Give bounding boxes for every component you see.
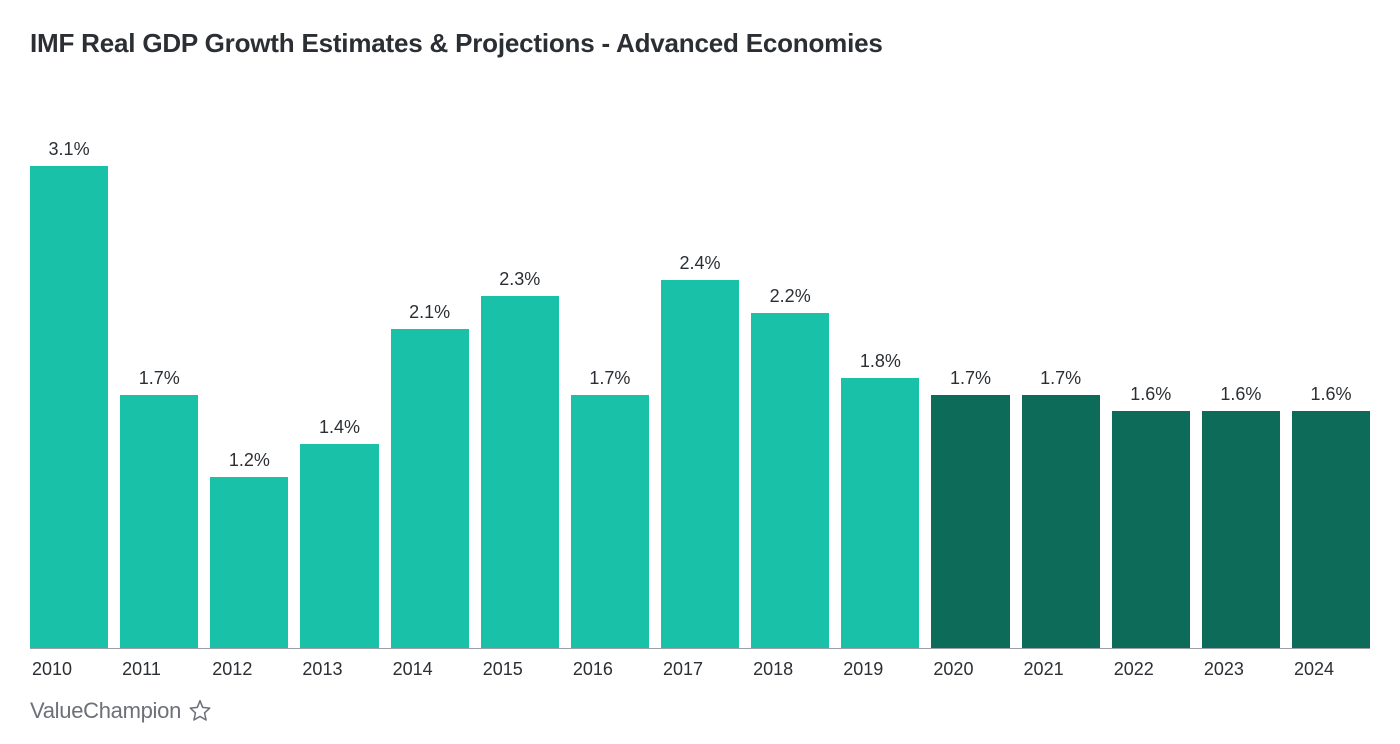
- bar: [661, 280, 739, 648]
- x-tick-label: 2019: [841, 659, 919, 680]
- bar-slot: 2.2%: [751, 139, 829, 648]
- x-tick-label: 2024: [1292, 659, 1370, 680]
- bar-slot: 2.3%: [481, 139, 559, 648]
- x-tick-label: 2018: [751, 659, 829, 680]
- bar-slot: 2.1%: [391, 139, 469, 648]
- x-tick-label: 2013: [300, 659, 378, 680]
- bar: [841, 378, 919, 648]
- bar-value-label: 3.1%: [49, 139, 90, 160]
- x-axis: 2010 2011 2012 2013 2014 2015 2016 2017 2018 2019…: [30, 659, 1370, 680]
- bar-value-label: 1.7%: [950, 368, 991, 389]
- x-tick-label: 2012: [210, 659, 288, 680]
- bar: [120, 395, 198, 648]
- brand-text: ValueChampion: [30, 698, 181, 724]
- bar-slot: 2.4%: [661, 139, 739, 648]
- bar-value-label: 1.7%: [589, 368, 630, 389]
- bar-value-label: 1.4%: [319, 417, 360, 438]
- bar-slot: 1.7%: [120, 139, 198, 648]
- bar: [1202, 411, 1280, 648]
- bar-slot: 1.6%: [1202, 139, 1280, 648]
- bar: [931, 395, 1009, 648]
- bar-slot: 1.6%: [1112, 139, 1190, 648]
- bar-value-label: 2.3%: [499, 269, 540, 290]
- bar-value-label: 2.1%: [409, 302, 450, 323]
- bar-slot: 1.7%: [1022, 139, 1100, 648]
- bar-slot: 1.7%: [571, 139, 649, 648]
- x-tick-label: 2010: [30, 659, 108, 680]
- x-tick-label: 2015: [481, 659, 559, 680]
- star-icon: [187, 698, 213, 724]
- bar: [30, 166, 108, 648]
- bar-value-label: 1.6%: [1130, 384, 1171, 405]
- bar-value-label: 1.6%: [1220, 384, 1261, 405]
- bar: [481, 296, 559, 648]
- bar-value-label: 1.6%: [1311, 384, 1352, 405]
- x-tick-label: 2020: [931, 659, 1009, 680]
- bar-plot: 3.1% 1.7% 1.2% 1.4% 2.1% 2.3% 1.7% 2.4% 2.2% 1.8%…: [30, 69, 1370, 649]
- bar-value-label: 2.4%: [680, 253, 721, 274]
- bar-slot: 1.2%: [210, 139, 288, 648]
- bar-slot: 3.1%: [30, 139, 108, 648]
- bar-slot: 1.4%: [300, 139, 378, 648]
- bar-slot: 1.6%: [1292, 139, 1370, 648]
- x-tick-label: 2022: [1112, 659, 1190, 680]
- x-tick-label: 2011: [120, 659, 198, 680]
- bar: [391, 329, 469, 648]
- x-tick-label: 2014: [391, 659, 469, 680]
- bar: [571, 395, 649, 648]
- chart-title: IMF Real GDP Growth Estimates & Projecti…: [30, 28, 1370, 59]
- bar-value-label: 1.2%: [229, 450, 270, 471]
- bar: [1022, 395, 1100, 648]
- bar-value-label: 1.7%: [139, 368, 180, 389]
- bar: [751, 313, 829, 648]
- x-tick-label: 2017: [661, 659, 739, 680]
- chart-container: IMF Real GDP Growth Estimates & Projecti…: [0, 0, 1400, 744]
- bar-value-label: 2.2%: [770, 286, 811, 307]
- bar: [1292, 411, 1370, 648]
- bar: [300, 444, 378, 648]
- bar-slot: 1.7%: [931, 139, 1009, 648]
- chart-area: 3.1% 1.7% 1.2% 1.4% 2.1% 2.3% 1.7% 2.4% 2.2% 1.8%…: [30, 69, 1370, 680]
- brand-attribution: ValueChampion: [30, 698, 1370, 724]
- bar-value-label: 1.7%: [1040, 368, 1081, 389]
- bar-value-label: 1.8%: [860, 351, 901, 372]
- bar: [210, 477, 288, 648]
- x-tick-label: 2021: [1022, 659, 1100, 680]
- bar-slot: 1.8%: [841, 139, 919, 648]
- bar: [1112, 411, 1190, 648]
- x-tick-label: 2023: [1202, 659, 1280, 680]
- x-tick-label: 2016: [571, 659, 649, 680]
